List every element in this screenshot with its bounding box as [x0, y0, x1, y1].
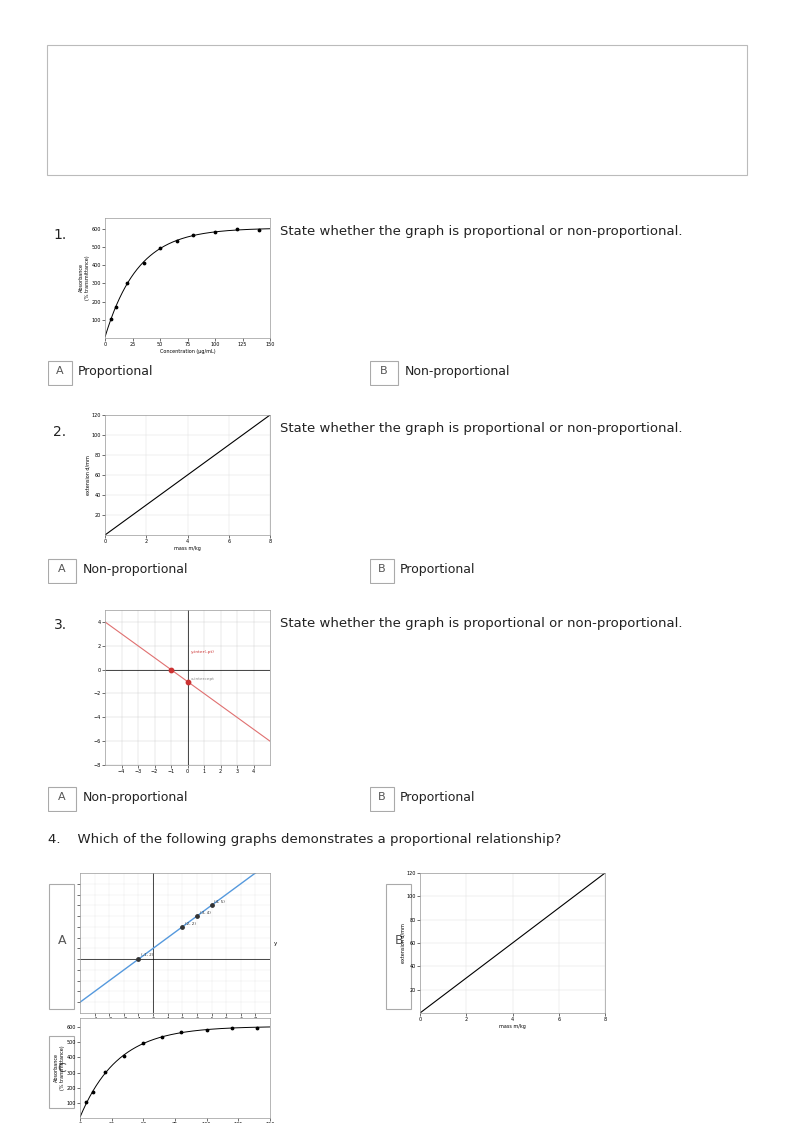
Point [209, 223, 222, 241]
Point [230, 220, 243, 238]
Text: A: A [58, 933, 66, 947]
Text: Proportional: Proportional [400, 791, 476, 804]
Text: DATE :: DATE : [397, 136, 437, 149]
Point [99, 1062, 112, 1080]
Text: (2, 2): (2, 2) [185, 922, 196, 925]
FancyBboxPatch shape [48, 786, 75, 811]
Y-axis label: extension d/mm: extension d/mm [85, 455, 90, 495]
Point [118, 1047, 131, 1065]
Point [251, 1019, 264, 1037]
Text: B: B [378, 565, 386, 575]
Text: State whether the graph is proportional or non-proportional.: State whether the graph is proportional … [280, 422, 683, 436]
Text: NAME :: NAME : [397, 58, 441, 71]
Text: 3.: 3. [53, 618, 67, 632]
FancyBboxPatch shape [370, 786, 394, 811]
Text: B: B [395, 933, 403, 947]
Text: x-intercept: x-intercept [191, 677, 215, 681]
Text: A: A [58, 565, 66, 575]
Point [200, 1021, 213, 1039]
Point [80, 1093, 93, 1111]
Y-axis label: Absorbance
(% transmittance): Absorbance (% transmittance) [79, 256, 90, 300]
Point [176, 917, 189, 935]
Text: Non-proportional: Non-proportional [83, 791, 188, 804]
Text: Non-proportional: Non-proportional [83, 563, 188, 576]
Text: Proportional: Proportional [400, 563, 476, 576]
Point [87, 1084, 99, 1102]
Text: x: x [173, 1020, 176, 1025]
Point [187, 226, 199, 244]
Text: (4, 5): (4, 5) [214, 901, 225, 904]
Text: y-inter(-pt): y-inter(-pt) [191, 650, 214, 655]
Point [132, 950, 145, 968]
Text: (3, 4): (3, 4) [200, 911, 210, 915]
Point [191, 907, 203, 925]
Text: A: A [56, 366, 64, 376]
X-axis label: Concentration (µg/mL): Concentration (µg/mL) [160, 348, 215, 354]
Point [137, 1034, 150, 1052]
Text: B: B [380, 366, 387, 376]
Point [156, 1029, 168, 1047]
Point [175, 1023, 187, 1041]
Point [104, 310, 117, 328]
Point [170, 232, 183, 250]
FancyBboxPatch shape [49, 884, 74, 1008]
Point [181, 673, 194, 691]
Text: A: A [58, 793, 66, 803]
Text: State whether the graph is proportional or non-proportional.: State whether the graph is proportional … [280, 226, 683, 238]
Y-axis label: Absorbance
(% transmittance): Absorbance (% transmittance) [54, 1046, 65, 1090]
FancyBboxPatch shape [48, 558, 75, 583]
FancyBboxPatch shape [386, 884, 410, 1008]
Text: y: y [274, 940, 277, 946]
Text: Quizizz: Quizizz [61, 58, 145, 77]
Point [121, 274, 133, 292]
Text: Graphing Proportional Data: Graphing Proportional Data [61, 120, 262, 136]
Point [205, 896, 218, 914]
Text: B: B [378, 793, 386, 803]
Point [110, 298, 122, 316]
X-axis label: mass m/kg: mass m/kg [174, 546, 201, 550]
Point [252, 220, 265, 238]
Text: C: C [58, 1062, 67, 1075]
Y-axis label: extension d/mm: extension d/mm [400, 923, 405, 962]
Text: Non-proportional: Non-proportional [404, 365, 510, 378]
FancyBboxPatch shape [370, 360, 398, 385]
FancyBboxPatch shape [48, 360, 72, 385]
Text: 1.: 1. [53, 228, 67, 241]
Point [137, 254, 150, 272]
Text: CLASS :: CLASS : [397, 97, 445, 110]
Text: Proportional: Proportional [78, 365, 153, 378]
Point [154, 239, 167, 257]
X-axis label: mass m/kg: mass m/kg [499, 1023, 526, 1029]
Point [225, 1019, 238, 1037]
Text: 4.    Which of the following graphs demonstrates a proportional relationship?: 4. Which of the following graphs demonst… [48, 833, 561, 846]
FancyBboxPatch shape [49, 1037, 74, 1107]
Text: 18 Questions: 18 Questions [61, 152, 139, 165]
Text: 2.: 2. [53, 424, 67, 439]
Point [164, 660, 177, 678]
Text: State whether the graph is proportional or non-proportional.: State whether the graph is proportional … [280, 618, 683, 630]
FancyBboxPatch shape [370, 558, 394, 583]
Text: (-1, 2): (-1, 2) [141, 953, 154, 957]
